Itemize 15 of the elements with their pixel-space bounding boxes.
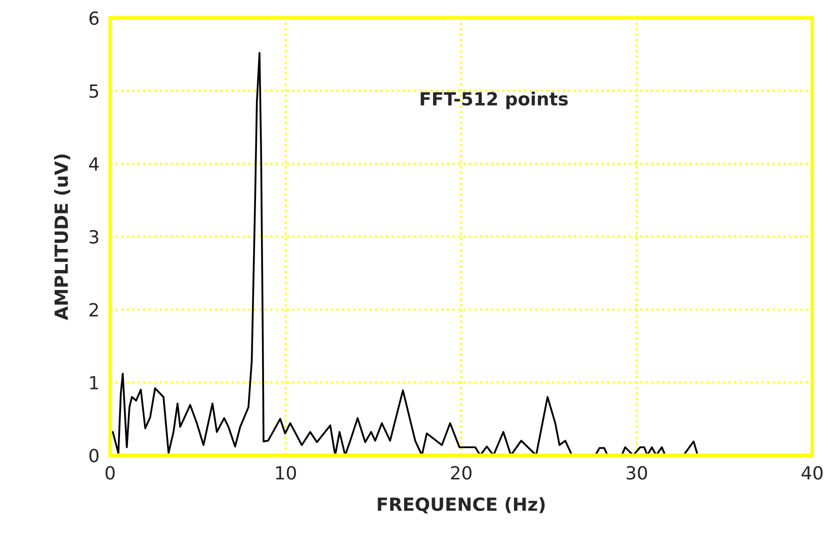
x-axis-title: FREQUENCE (Hz) [378, 497, 545, 514]
y-tick-label: 4 [89, 157, 99, 171]
x-tick-label: 0 [106, 466, 115, 480]
x-tick-label: 20 [451, 466, 472, 480]
y-tick-label: 6 [89, 11, 99, 25]
y-tick-label: 0 [89, 448, 99, 462]
x-tick-label: 10 [276, 466, 296, 480]
y-tick-label: 5 [90, 84, 98, 98]
y-tick-label: 3 [90, 230, 98, 244]
x-tick-label: 30 [626, 466, 648, 480]
y-axis-title: AMPLITUDE (uV) [54, 154, 70, 320]
y-tick-label: 2 [90, 302, 98, 316]
x-tick-label: 40 [802, 466, 823, 480]
y-tick-label: 1 [90, 376, 98, 390]
annotation: FFT-512 points [420, 92, 568, 110]
